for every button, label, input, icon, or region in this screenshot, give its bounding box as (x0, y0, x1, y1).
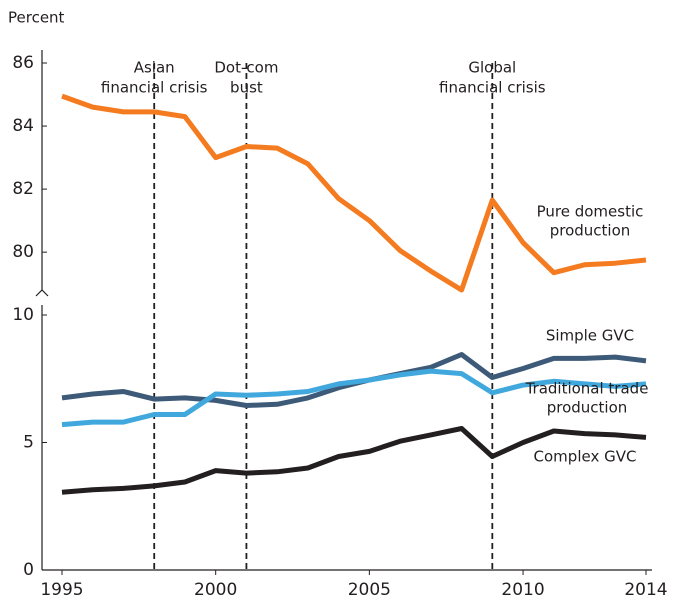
event-label: financial crisis (101, 79, 208, 97)
event-label: bust (230, 79, 263, 97)
y-tick-label: 0 (23, 560, 34, 580)
y-tick-label: 84 (12, 116, 34, 136)
x-tick-label: 2005 (348, 580, 391, 600)
series-label: Simple GVC (546, 327, 634, 345)
x-tick-label: 2010 (501, 580, 544, 600)
y-tick-label: 82 (12, 179, 34, 199)
series-line (61, 93, 647, 293)
event-label: Asian (134, 59, 175, 77)
axis-break (35, 289, 49, 297)
x-tick-label: 2000 (194, 580, 237, 600)
event-label: Dot-com (214, 59, 278, 77)
y-tick-label: 10 (12, 305, 34, 325)
event-label: financial crisis (439, 79, 546, 97)
series-label: Traditional trade (525, 380, 649, 398)
event-label: Global (468, 59, 516, 77)
series-label: Complex GVC (534, 448, 637, 466)
series-label: production (550, 222, 631, 240)
series-line (61, 368, 647, 428)
y-tick-label: 86 (12, 53, 34, 73)
series-label: production (547, 399, 628, 417)
y-tick-label: 80 (12, 242, 34, 262)
y-tick-label: 5 (23, 433, 34, 453)
x-tick-label: 1995 (40, 580, 83, 600)
y-axis-label: Percent (8, 9, 65, 27)
x-tick-label: 2014 (624, 580, 667, 600)
series-label: Pure domestic (537, 203, 644, 221)
series-line (61, 426, 647, 495)
